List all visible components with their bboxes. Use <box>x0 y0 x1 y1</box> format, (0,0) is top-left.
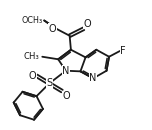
Text: O: O <box>29 71 37 81</box>
Text: N: N <box>62 66 69 76</box>
Text: N: N <box>90 73 97 83</box>
Text: S: S <box>46 78 52 88</box>
Text: O: O <box>62 91 70 101</box>
Text: F: F <box>120 46 126 56</box>
Text: OCH₃: OCH₃ <box>22 16 43 25</box>
Text: O: O <box>49 24 56 34</box>
Text: CH₃: CH₃ <box>24 52 40 61</box>
Text: O: O <box>84 19 91 29</box>
